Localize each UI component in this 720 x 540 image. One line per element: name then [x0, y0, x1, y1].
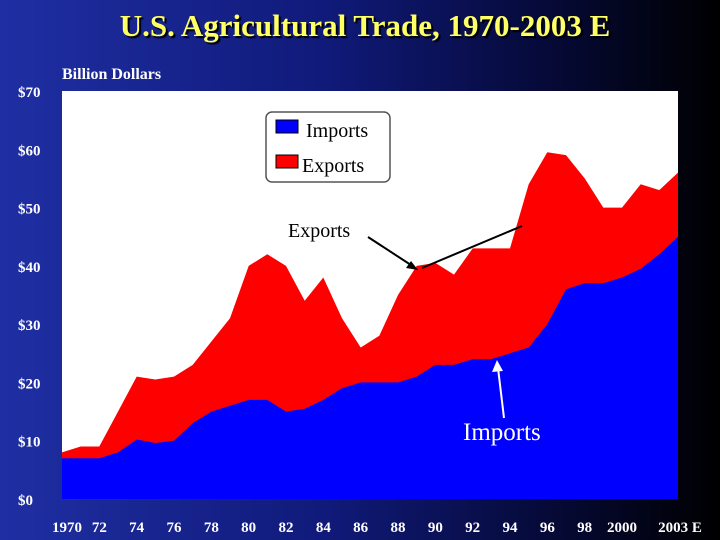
x-tick-label: 74 [129, 520, 145, 536]
legend-label-exports: Exports [302, 155, 364, 177]
x-tick-label: 84 [316, 520, 332, 536]
chart-title: U.S. Agricultural Trade, 1970-2003 E [119, 8, 611, 43]
y-axis: $0 $10 $20 $30 $40 $50 $60 $70 [18, 85, 41, 509]
y-tick-label: $50 [18, 202, 41, 218]
x-axis: 1970 72 74 76 78 80 82 84 86 88 90 92 94 96 98 2000 2003… [52, 520, 702, 536]
y-tick-label: $60 [18, 143, 41, 159]
y-tick-label: $0 [18, 493, 33, 509]
annotation-surplus-arrow [421, 225, 523, 269]
x-tick-label: 96 [540, 520, 556, 536]
y-axis-label: Billion Dollars [62, 66, 162, 83]
x-tick-label: 98 [577, 520, 592, 536]
x-tick-label: 72 [92, 520, 107, 536]
annotation-exports-arrow [367, 236, 415, 268]
y-tick-label: $30 [18, 318, 41, 334]
annotation-exports-arrowhead [406, 261, 418, 270]
x-tick-label: 78 [204, 520, 219, 536]
y-tick-label: $70 [18, 85, 41, 101]
x-tick-label: 2003 E [658, 520, 702, 536]
x-tick-label: 82 [279, 520, 294, 536]
x-tick-label: 94 [503, 520, 519, 536]
x-tick-label: 88 [391, 520, 406, 536]
y-tick-label: $20 [18, 376, 41, 392]
annotation-imports-arrow [497, 367, 505, 419]
x-tick-label: 1970 [52, 520, 82, 536]
legend-swatch-exports [275, 154, 299, 169]
x-tick-label: 86 [353, 520, 369, 536]
annotation-trade-surplus: Trade Surplus [524, 217, 642, 239]
area-layer [62, 152, 678, 499]
x-tick-label: 76 [167, 520, 183, 536]
annotation-exports: Exports [288, 220, 350, 242]
x-tick-label: 92 [465, 520, 480, 536]
x-tick-label: 90 [428, 520, 443, 536]
y-tick-label: $10 [18, 435, 41, 451]
legend: Imports Exports [265, 111, 391, 183]
x-tick-label: 2000 [607, 520, 637, 536]
annotation-imports-arrowhead [492, 360, 503, 372]
x-tick-label: 80 [241, 520, 256, 536]
y-tick-label: $40 [18, 260, 41, 276]
legend-swatch-imports [275, 119, 299, 134]
annotation-imports: Imports [463, 419, 541, 446]
legend-label-imports: Imports [306, 120, 368, 142]
area-imports [62, 236, 678, 499]
